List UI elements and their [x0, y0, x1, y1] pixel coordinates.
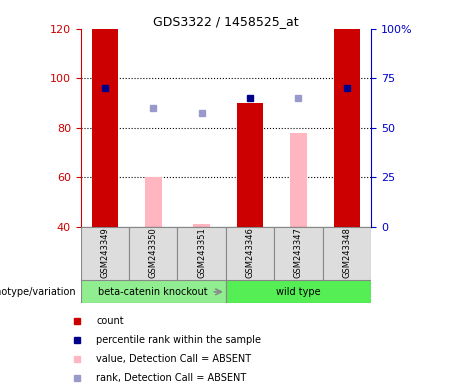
- Bar: [129, 227, 177, 280]
- Title: GDS3322 / 1458525_at: GDS3322 / 1458525_at: [153, 15, 299, 28]
- Text: GSM243351: GSM243351: [197, 227, 206, 278]
- Text: beta-catenin knockout: beta-catenin knockout: [99, 287, 208, 297]
- Text: count: count: [96, 316, 124, 326]
- Text: percentile rank within the sample: percentile rank within the sample: [96, 335, 261, 345]
- Text: GSM243349: GSM243349: [100, 227, 109, 278]
- Bar: [193, 224, 210, 227]
- Text: GSM243346: GSM243346: [246, 227, 254, 278]
- Bar: [145, 177, 162, 227]
- Text: value, Detection Call = ABSENT: value, Detection Call = ABSENT: [96, 354, 251, 364]
- Text: GSM243348: GSM243348: [343, 227, 351, 278]
- Bar: [177, 227, 226, 280]
- Bar: [290, 132, 307, 227]
- Text: genotype/variation: genotype/variation: [0, 287, 76, 297]
- Bar: [323, 227, 371, 280]
- Bar: [274, 227, 323, 280]
- Bar: [334, 29, 360, 227]
- Bar: [226, 280, 371, 303]
- Text: GSM243350: GSM243350: [149, 227, 158, 278]
- Text: GSM243347: GSM243347: [294, 227, 303, 278]
- Text: rank, Detection Call = ABSENT: rank, Detection Call = ABSENT: [96, 373, 247, 383]
- Text: wild type: wild type: [276, 287, 321, 297]
- Bar: [81, 280, 226, 303]
- Bar: [92, 29, 118, 227]
- Bar: [226, 227, 274, 280]
- Bar: [237, 103, 263, 227]
- Bar: [81, 227, 129, 280]
